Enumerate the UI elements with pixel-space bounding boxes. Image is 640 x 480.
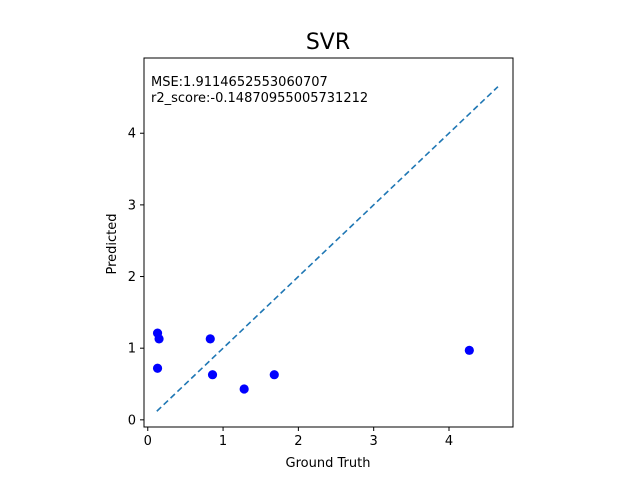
reference-line [156,86,499,412]
x-tick-label-3: 3 [370,434,378,449]
y-tick-label-1: 1 [128,342,136,357]
data-point-7 [464,345,474,355]
y-tick-label-3: 3 [128,198,136,213]
x-tick-label-1: 1 [219,434,227,449]
plot-frame [143,57,514,428]
data-point-1 [154,334,164,344]
data-point-6 [269,370,279,380]
data-point-2 [152,363,163,373]
data-point-5 [239,384,249,394]
r2-annotation: r2_score:-0.14870955005731212 [151,91,368,106]
mse-annotation: MSE:1.9114652553060707 [151,75,328,90]
data-point-4 [207,370,218,380]
x-tick-label-0: 0 [144,434,152,449]
y-tick-label-0: 0 [128,413,136,428]
x-tick-label-2: 2 [294,434,302,449]
x-axis-label: Ground Truth [286,456,371,471]
chart-title: SVR [306,30,350,55]
data-point-3 [205,334,215,344]
y-tick-label-2: 2 [128,270,136,285]
y-axis-label: Predicted [105,213,120,274]
plot-area: 0 1 2 3 4 0 1 2 3 4 [128,57,514,449]
y-tick-label-4: 4 [128,127,136,142]
x-tick-label-4: 4 [445,434,453,449]
